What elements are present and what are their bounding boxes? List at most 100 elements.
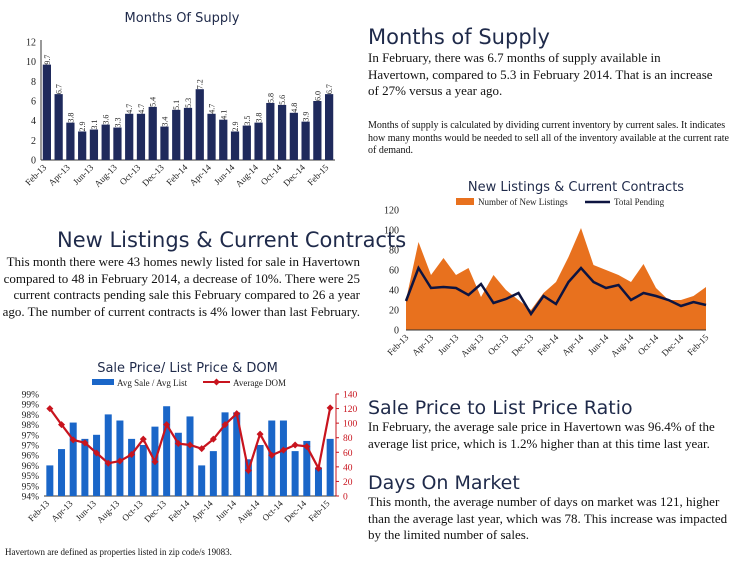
legend-swatch-sale-list [92, 379, 114, 385]
x-tick-label: Jun-14 [214, 498, 239, 523]
y-tick-label: 12 [26, 38, 36, 49]
x-tick-label: Apr-14 [560, 332, 586, 358]
new-listings-paragraph: This month there were 43 homes newly lis… [2, 254, 360, 319]
y-left-tick-label: 96% [22, 452, 40, 462]
supply-bar [125, 113, 134, 160]
y-left-tick-label: 96% [22, 462, 40, 472]
supply-bar [136, 113, 146, 160]
x-tick-label: Dec-14 [660, 332, 686, 358]
supply-bar [325, 94, 334, 160]
bar-value-label: 3.3 [113, 118, 122, 128]
sale-list-ratio-bar [104, 414, 112, 496]
legend-dom-marker [213, 378, 220, 386]
sale-price-chart-title: Sale Price/ List Price & DOM [97, 361, 278, 376]
months-supply-chart-title: Months Of Supply [124, 11, 240, 26]
bar-value-label: 3.5 [243, 116, 252, 126]
sale-list-ratio-bar [139, 445, 147, 496]
supply-bar [230, 131, 240, 160]
y-left-tick-label: 95% [22, 472, 40, 482]
x-tick-label: Jun-14 [586, 332, 611, 357]
supply-bar [207, 113, 216, 160]
sale-list-ratio-bar [303, 440, 311, 496]
sale-list-ratio-bar [244, 459, 252, 496]
x-tick-label: Feb-15 [685, 332, 710, 357]
y-left-tick-label: 98% [22, 421, 40, 431]
y-tick-label: 80 [389, 246, 399, 257]
legend-swatch-new-listings [456, 198, 474, 205]
y-tick-label: 40 [389, 286, 399, 297]
sale-list-ratio-bar [198, 465, 206, 496]
months-supply-heading: Months of Supply [368, 25, 550, 49]
bar-value-label: 9.7 [43, 55, 52, 65]
y-left-tick-label: 97% [22, 431, 40, 441]
y-tick-label: 4 [31, 116, 36, 127]
bar-value-label: 6.7 [325, 84, 334, 94]
supply-bar [42, 64, 51, 160]
footer-note: Havertown are defined as properties list… [5, 547, 232, 557]
supply-bar [219, 119, 228, 160]
sale-list-ratio-bar [81, 438, 89, 496]
dom-point [163, 421, 171, 429]
x-tick-label: Dec-13 [142, 498, 168, 524]
sale-list-ratio-bar [186, 416, 194, 496]
bar-value-label: 5.8 [266, 93, 275, 103]
dom-point [244, 467, 252, 474]
sale-list-ratio-bar [221, 412, 229, 496]
supply-bar [277, 104, 287, 160]
dom-paragraph: This month, the average number of days o… [368, 494, 728, 542]
bar-value-label: 4.1 [219, 110, 228, 120]
supply-bar [254, 122, 263, 160]
sale-list-ratio-bar [69, 422, 77, 496]
sale-list-ratio-bar [93, 434, 101, 496]
sale-list-ratio-bar [326, 438, 334, 496]
bar-value-label: 6.0 [313, 91, 322, 101]
x-tick-label: Dec-13 [510, 332, 536, 358]
legend-label-total-pending: Total Pending [614, 197, 665, 207]
sale-list-ratio-bar [209, 451, 217, 496]
y-tick-label: 2 [31, 136, 36, 147]
bar-value-label: 2.9 [78, 121, 87, 131]
dom-point [198, 445, 206, 453]
dom-point [303, 442, 311, 450]
supply-bar [183, 107, 193, 160]
sale-list-ratio-bar [291, 451, 299, 496]
dom-point [268, 451, 276, 459]
dom-point [81, 439, 89, 447]
y-right-tick-label: 60 [343, 449, 353, 459]
x-tick-label: Oct-13 [120, 498, 145, 523]
dom-point [104, 459, 112, 467]
x-tick-label: Apr-14 [189, 498, 215, 524]
bar-value-label: 5.1 [172, 100, 181, 110]
y-tick-label: 100 [384, 226, 399, 237]
sale-price-heading: Sale Price to List Price Ratio [368, 397, 633, 419]
x-tick-label: Apr-13 [410, 332, 436, 358]
sale-list-ratio-bar [279, 420, 287, 496]
y-left-tick-label: 95% [22, 482, 40, 492]
bar-value-label: 3.1 [90, 120, 99, 130]
y-left-tick-label: 99% [22, 391, 40, 401]
x-tick-label: Aug-13 [459, 332, 486, 359]
months-supply-paragraph: In February, there was 6.7 months of sup… [368, 50, 713, 98]
y-left-tick-label: 98% [22, 411, 40, 421]
dom-point [186, 441, 194, 449]
y-tick-label: 20 [389, 306, 399, 317]
y-tick-label: 6 [31, 97, 36, 108]
sale-list-ratio-bar [46, 465, 54, 496]
x-tick-label: Feb-14 [166, 498, 191, 523]
supply-bar [101, 124, 110, 160]
x-tick-label: Feb-14 [535, 332, 560, 357]
sale-list-ratio-bar [174, 432, 182, 496]
y-right-tick-label: 80 [343, 434, 353, 444]
supply-bar [172, 109, 181, 160]
bar-value-label: 4.7 [208, 104, 217, 114]
x-tick-label: Jun-13 [436, 332, 461, 357]
supply-bar [289, 112, 298, 160]
supply-bar [148, 106, 157, 160]
y-left-tick-label: 94% [22, 493, 40, 503]
x-tick-label: Oct-13 [486, 332, 511, 357]
x-tick-label: Dec-14 [282, 498, 308, 524]
y-left-tick-label: 97% [22, 442, 40, 452]
y-tick-label: 120 [384, 206, 399, 217]
bar-value-label: 5.3 [184, 98, 193, 108]
